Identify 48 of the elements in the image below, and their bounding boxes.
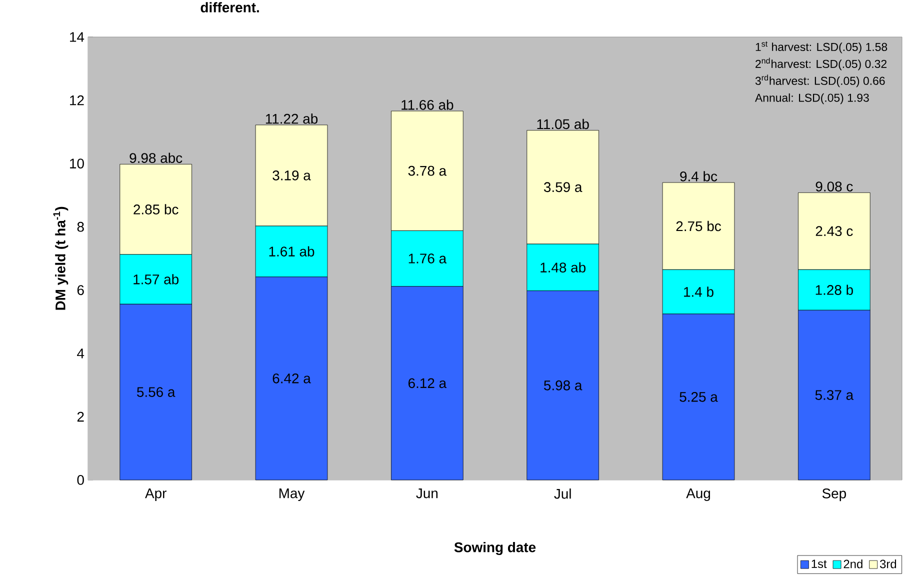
data-label: 1.57 ab <box>134 274 179 284</box>
legend-label: 3rd <box>880 559 896 568</box>
annotation: Annual: LSD(.05) 1.93 <box>754 93 869 104</box>
data-label: 1.76 a <box>408 254 447 264</box>
x-tick-label: Sep <box>822 488 846 502</box>
y-tick-label: 12 <box>70 95 84 106</box>
x-tick-label: Jul <box>554 488 571 499</box>
x-axis-title: Sowing date <box>454 542 536 556</box>
data-label: 6.12 a <box>408 378 447 388</box>
data-label: 3.78 a <box>408 166 447 176</box>
y-tick-label: 6 <box>77 285 84 296</box>
data-label: 2.85 bc <box>134 204 178 214</box>
data-label: 1.61 ab <box>269 246 314 256</box>
data-label: 1.4 b <box>684 286 714 297</box>
data-label: 1.28 b <box>816 284 853 295</box>
x-tick-label: Jun <box>416 488 438 498</box>
data-label: 3.19 a <box>272 170 311 180</box>
y-tick-label: 4 <box>77 348 84 358</box>
y-tick-label: 14 <box>70 32 84 42</box>
y-tick-label: 8 <box>77 222 84 232</box>
total-label: 9.08 c <box>816 182 853 192</box>
data-label: 3.59 a <box>544 182 582 192</box>
total-label: 11.05 ab <box>537 118 589 130</box>
y-tick-label: 10 <box>70 158 84 168</box>
data-label: 6.42 a <box>272 373 311 384</box>
data-label: 5.25 a <box>680 392 718 402</box>
data-label: 2.75 bc <box>676 220 721 232</box>
data-label: 5.98 a <box>544 380 582 390</box>
total-label: 11.22 ab <box>266 114 318 124</box>
total-label: 9.4 bc <box>680 171 718 182</box>
legend-label: 2nd <box>844 559 862 568</box>
y-tick-label: 0 <box>77 475 84 485</box>
data-label: 5.56 a <box>137 387 176 397</box>
x-tick-label: Aug <box>686 488 710 501</box>
annotation: 3$^{rd}$harvest: LSD(.05) 0.66 <box>755 74 885 88</box>
data-label: 2.43 c <box>816 226 853 236</box>
y-tick-label: 2 <box>77 412 84 422</box>
x-tick-label: Apr <box>145 488 166 501</box>
x-tick-label: May <box>279 488 305 501</box>
y-axis-title: DM yield (t ha$^{-1}$) <box>53 206 68 310</box>
total-label: 9.98 abc <box>130 152 182 163</box>
total-label: 11.66 ab <box>402 100 454 110</box>
annotation: 2$^{nd}$harvest: LSD(.05) 0.32 <box>756 58 887 70</box>
chart-title: different. <box>200 2 259 12</box>
annotation: 1$^{st}$ harvest: LSD(.05) 1.58 <box>756 41 888 54</box>
data-label: 5.37 a <box>815 390 854 400</box>
legend-label: 1st <box>812 560 827 568</box>
data-label: 1.48 ab <box>540 262 586 272</box>
